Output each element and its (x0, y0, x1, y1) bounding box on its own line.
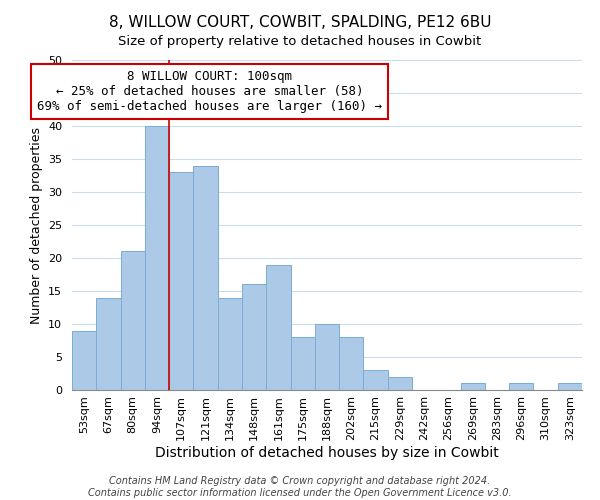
X-axis label: Distribution of detached houses by size in Cowbit: Distribution of detached houses by size … (155, 446, 499, 460)
Bar (193, 166, 218, 390)
Bar (364, 370, 388, 390)
Bar (509, 384, 533, 390)
Bar (558, 384, 582, 390)
Text: Size of property relative to detached houses in Cowbit: Size of property relative to detached ho… (118, 35, 482, 48)
Text: 8, WILLOW COURT, COWBIT, SPALDING, PE12 6BU: 8, WILLOW COURT, COWBIT, SPALDING, PE12 … (109, 15, 491, 30)
Bar (339, 337, 364, 390)
Bar (96, 298, 121, 390)
Y-axis label: Number of detached properties: Number of detached properties (29, 126, 43, 324)
Bar (169, 172, 193, 390)
Bar (461, 384, 485, 390)
Bar (72, 330, 96, 390)
Bar (145, 126, 169, 390)
Bar (315, 324, 339, 390)
Bar (388, 377, 412, 390)
Bar (121, 252, 145, 390)
Text: Contains HM Land Registry data © Crown copyright and database right 2024.
Contai: Contains HM Land Registry data © Crown c… (88, 476, 512, 498)
Bar (242, 284, 266, 390)
Text: 8 WILLOW COURT: 100sqm
← 25% of detached houses are smaller (58)
69% of semi-det: 8 WILLOW COURT: 100sqm ← 25% of detached… (37, 70, 382, 113)
Bar (290, 337, 315, 390)
Bar (218, 298, 242, 390)
Bar (266, 264, 290, 390)
